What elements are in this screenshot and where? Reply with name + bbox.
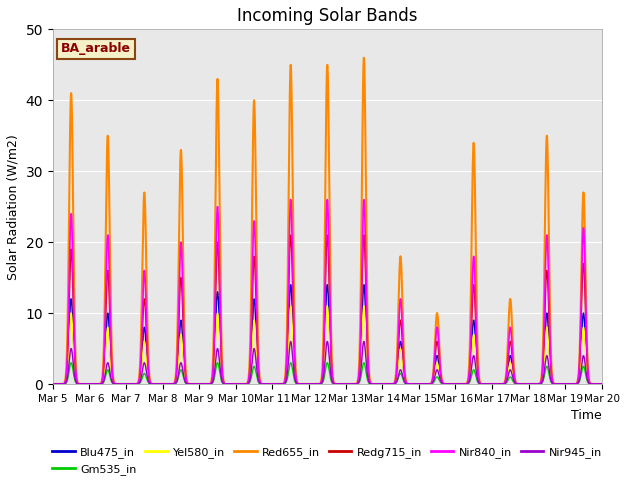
Nir945_in xyxy=(148,381,156,387)
Yel580_in xyxy=(598,381,605,387)
Gm535_in xyxy=(420,381,428,387)
Red655_in xyxy=(49,381,57,387)
Line: Blu475_in: Blu475_in xyxy=(53,285,602,384)
Red655_in xyxy=(451,381,458,387)
Gm535_in xyxy=(148,381,156,387)
Blu475_in xyxy=(451,381,458,387)
Yel580_in xyxy=(360,303,367,309)
Redg715_in xyxy=(49,381,57,387)
Red655_in xyxy=(148,381,156,386)
Redg715_in xyxy=(482,381,490,387)
Yel580_in xyxy=(148,381,156,387)
Nir840_in xyxy=(598,381,605,387)
Nir840_in xyxy=(482,381,490,387)
Yel580_in xyxy=(451,381,458,387)
Red655_in xyxy=(420,381,428,387)
Gm535_in xyxy=(307,381,315,387)
Blu475_in xyxy=(360,282,367,288)
Redg715_in xyxy=(451,381,458,387)
Nir840_in xyxy=(597,381,605,387)
Nir840_in xyxy=(307,381,314,387)
Red655_in xyxy=(482,381,490,387)
Nir840_in xyxy=(148,381,156,387)
Red655_in xyxy=(307,381,314,387)
Red655_in xyxy=(598,381,605,387)
Line: Nir945_in: Nir945_in xyxy=(53,341,602,384)
Nir945_in xyxy=(597,381,605,387)
X-axis label: Time: Time xyxy=(571,409,602,422)
Redg715_in xyxy=(598,381,605,387)
Line: Redg715_in: Redg715_in xyxy=(53,235,602,384)
Blu475_in xyxy=(598,381,605,387)
Red655_in xyxy=(360,55,367,60)
Redg715_in xyxy=(597,381,605,387)
Gm535_in xyxy=(67,360,75,366)
Yel580_in xyxy=(420,381,428,387)
Nir945_in xyxy=(360,338,367,344)
Line: Red655_in: Red655_in xyxy=(53,58,602,384)
Nir945_in xyxy=(420,381,428,387)
Title: Incoming Solar Bands: Incoming Solar Bands xyxy=(237,7,417,25)
Line: Nir840_in: Nir840_in xyxy=(53,200,602,384)
Gm535_in xyxy=(597,381,605,387)
Nir840_in xyxy=(451,381,458,387)
Yel580_in xyxy=(597,381,605,387)
Nir945_in xyxy=(49,381,57,387)
Yel580_in xyxy=(49,381,57,387)
Nir945_in xyxy=(307,381,314,387)
Blu475_in xyxy=(420,381,428,387)
Red655_in xyxy=(597,381,605,387)
Y-axis label: Solar Radiation (W/m2): Solar Radiation (W/m2) xyxy=(7,134,20,279)
Redg715_in xyxy=(307,381,314,387)
Nir840_in xyxy=(360,197,367,203)
Line: Gm535_in: Gm535_in xyxy=(53,363,602,384)
Legend: Blu475_in, Gm535_in, Yel580_in, Red655_in, Redg715_in, Nir840_in, Nir945_in: Blu475_in, Gm535_in, Yel580_in, Red655_i… xyxy=(48,443,607,479)
Redg715_in xyxy=(148,381,156,387)
Gm535_in xyxy=(451,381,458,387)
Gm535_in xyxy=(49,381,57,387)
Redg715_in xyxy=(420,381,428,387)
Gm535_in xyxy=(598,381,605,387)
Nir945_in xyxy=(598,381,605,387)
Redg715_in xyxy=(360,232,367,238)
Blu475_in xyxy=(49,381,57,387)
Blu475_in xyxy=(597,381,605,387)
Nir945_in xyxy=(482,381,490,387)
Nir945_in xyxy=(451,381,458,387)
Nir840_in xyxy=(420,381,428,387)
Text: BA_arable: BA_arable xyxy=(61,42,131,55)
Line: Yel580_in: Yel580_in xyxy=(53,306,602,384)
Blu475_in xyxy=(307,381,314,387)
Blu475_in xyxy=(148,381,156,387)
Yel580_in xyxy=(307,381,314,387)
Yel580_in xyxy=(482,381,490,387)
Blu475_in xyxy=(482,381,490,387)
Nir840_in xyxy=(49,381,57,387)
Gm535_in xyxy=(482,381,490,387)
